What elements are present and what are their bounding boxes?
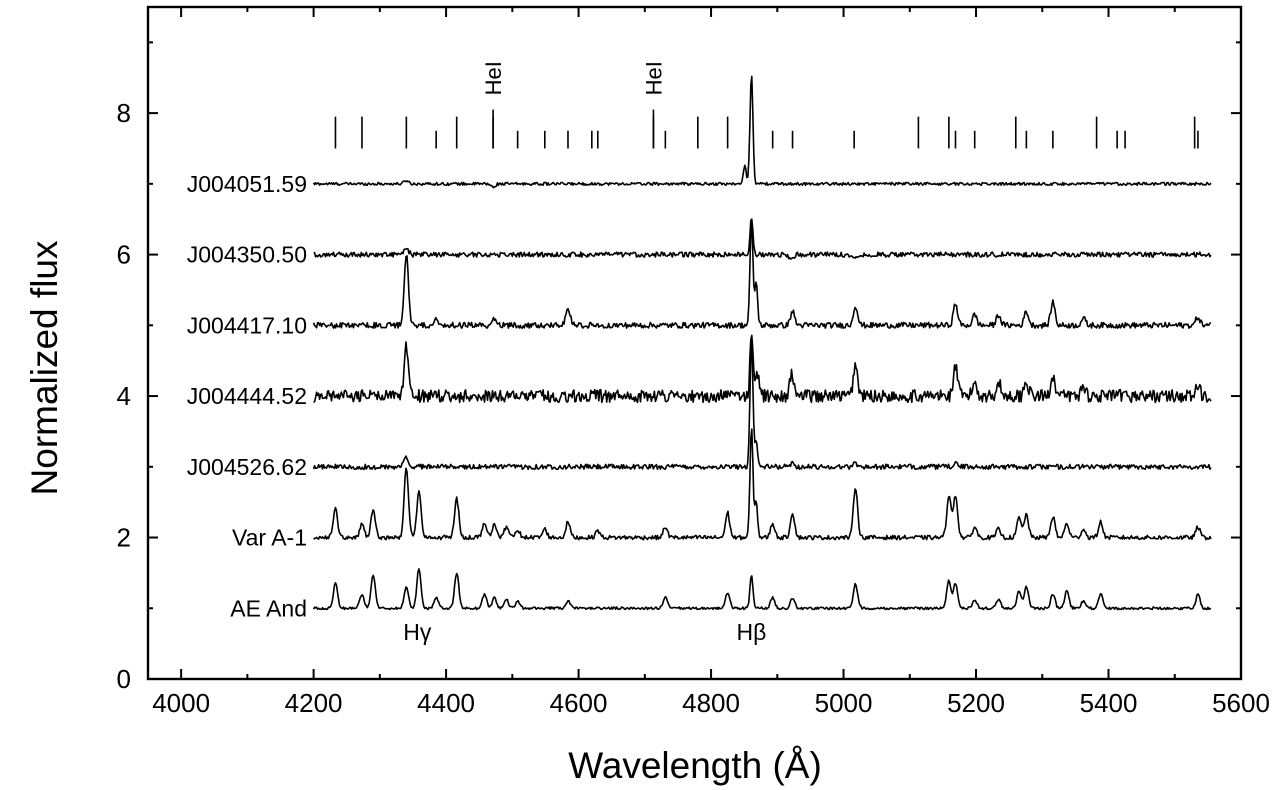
x-tick-label: 5400 xyxy=(1080,688,1138,718)
x-tick-label: 4200 xyxy=(285,688,343,718)
spectrum-line xyxy=(312,75,1212,189)
spectrum-line xyxy=(312,339,1212,471)
x-tick-label: 5000 xyxy=(815,688,873,718)
hbeta-label: Hβ xyxy=(737,619,767,645)
spectrum-line xyxy=(312,223,1212,329)
hgamma-label: Hγ xyxy=(403,619,432,645)
spectrum-label: J004444.52 xyxy=(187,383,307,409)
annotations: HeI HeI Hγ Hβ xyxy=(403,61,766,645)
y-tick-label: 0 xyxy=(117,664,131,694)
spectrum-labels: J004051.59 J004350.50 J004417.10 J004444.52… xyxy=(187,171,307,621)
line-markers xyxy=(334,109,1199,149)
spectrum-line xyxy=(313,334,1212,404)
spectra-layer xyxy=(312,75,1212,611)
x-axis-title: Wavelength (Å) xyxy=(568,745,822,786)
spectrum-label: J004350.50 xyxy=(187,242,307,268)
x-tick-label: 5200 xyxy=(947,688,1005,718)
y-tick-label: 8 xyxy=(117,98,131,128)
spectrum-label: J004526.62 xyxy=(187,454,307,480)
spectrum-label: J004051.59 xyxy=(187,171,307,197)
y-tick-label: 2 xyxy=(117,523,131,553)
spectrum-line xyxy=(313,218,1212,260)
y-axis-title: Normalized flux xyxy=(24,240,65,495)
x-tick-label: 4000 xyxy=(152,688,210,718)
hei-label: HeI xyxy=(481,61,506,95)
y-tick-label: 4 xyxy=(117,381,131,411)
x-tick-label: 5600 xyxy=(1212,688,1270,718)
spectrum-label: AE And xyxy=(230,595,307,621)
x-tick-label: 4400 xyxy=(417,688,475,718)
hei-label: HeI xyxy=(641,61,666,95)
spectrum-line xyxy=(312,568,1212,611)
spectrum-label: J004417.10 xyxy=(187,312,307,338)
spectrum-label: Var A-1 xyxy=(232,525,307,551)
y-tick-label: 6 xyxy=(117,240,131,270)
spectrum-line xyxy=(313,428,1212,541)
axes: 4000 4200 4400 4600 4800 5000 5200 5400 5600 0 2 4 6… xyxy=(117,5,1270,718)
x-tick-label: 4600 xyxy=(550,688,608,718)
x-tick-label: 4800 xyxy=(682,688,740,718)
plot-frame xyxy=(146,5,1243,681)
